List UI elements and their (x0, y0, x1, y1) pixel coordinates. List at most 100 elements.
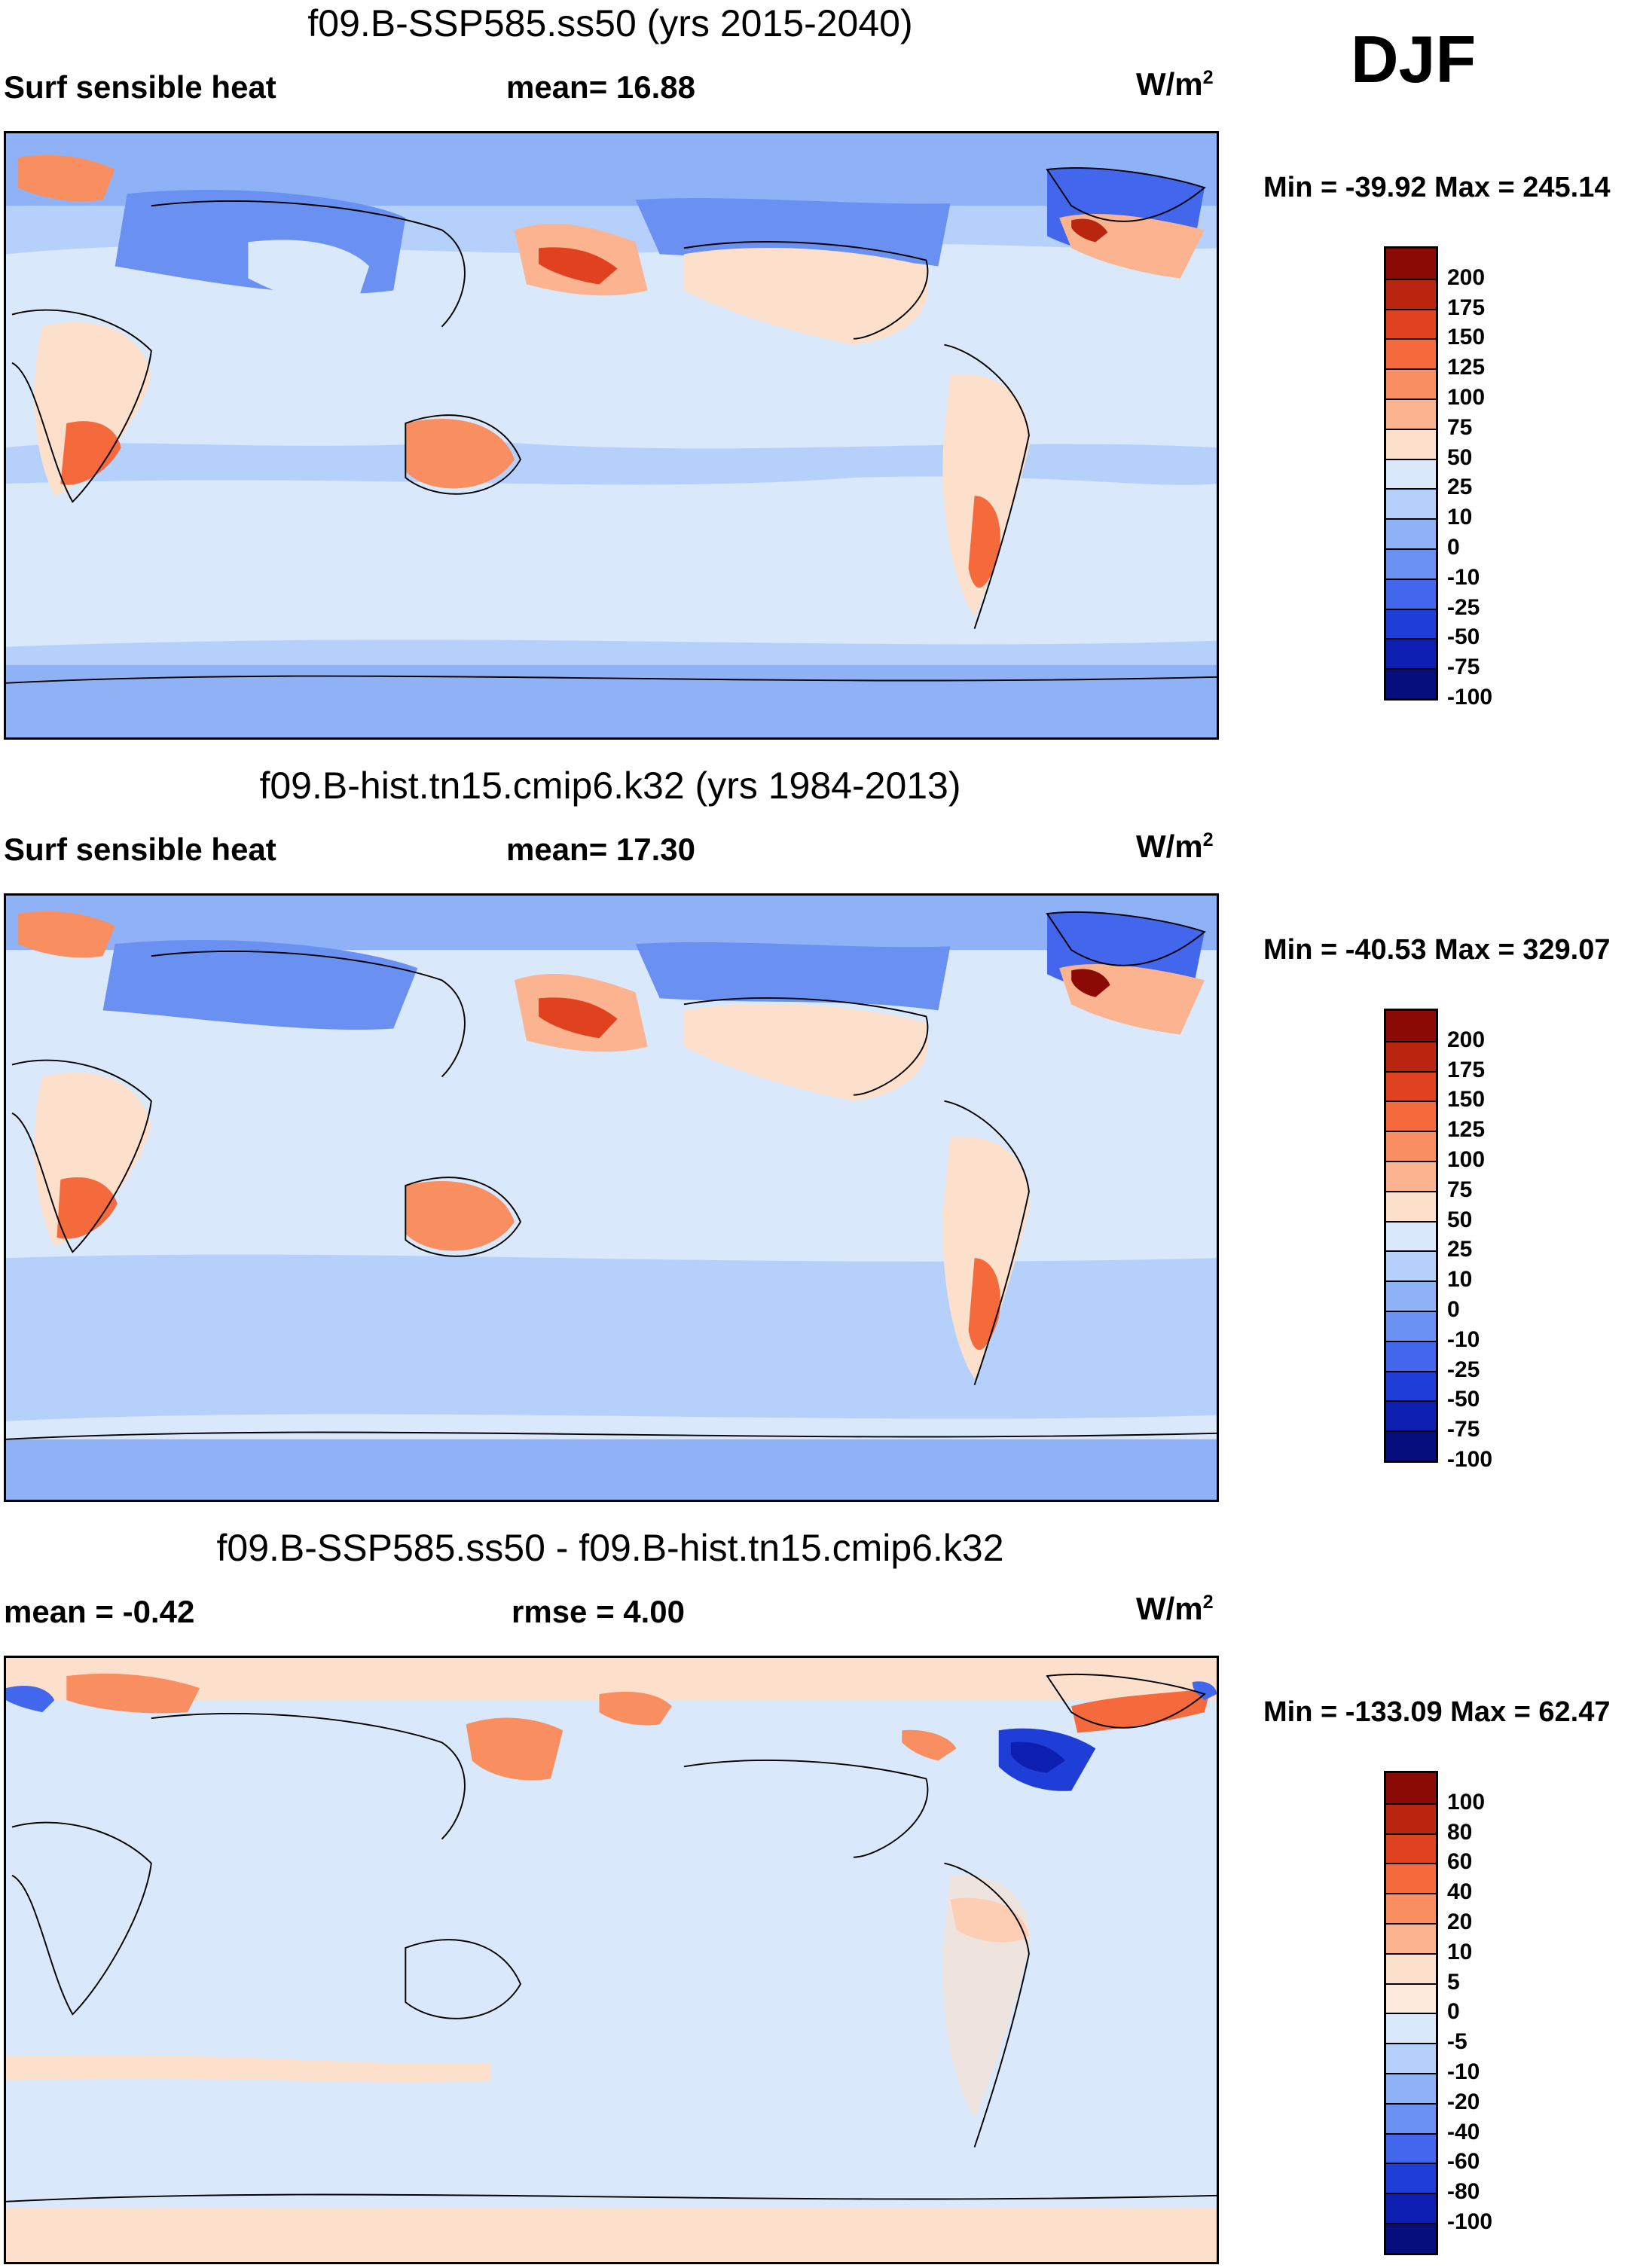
colorbar-box (1386, 1952, 1436, 1983)
colorbar-box (1386, 2102, 1436, 2133)
colorbar-box (1386, 518, 1436, 548)
panel-3-map (4, 1656, 1219, 2264)
colorbar-tick-label: 200 (1447, 1027, 1486, 1052)
colorbar-tick-label: 10 (1447, 1267, 1473, 1293)
panel-3-rmse-label: rmse = 4.00 (512, 1594, 686, 1629)
colorbar-tick-label: -75 (1447, 655, 1480, 680)
colorbar-tick-label: -60 (1447, 2149, 1480, 2175)
colorbar-box (1386, 1802, 1436, 1833)
panel-1-units: W/m2 (1136, 66, 1214, 102)
colorbar-tick-label: 100 (1447, 1789, 1486, 1815)
colorbar-box (1386, 249, 1436, 279)
colorbar-tick-label: 10 (1447, 505, 1473, 530)
panel-3-min-max: Min = -133.09 Max = 62.47 (1263, 1696, 1611, 1728)
colorbar-box (1386, 668, 1436, 698)
colorbar-tick-label: 175 (1447, 1057, 1486, 1082)
colorbar-box (1386, 1340, 1436, 1371)
panel-2-title: f09.B-hist.tn15.cmip6.k32 (yrs 1984-2013… (259, 765, 961, 807)
colorbar-box (1386, 608, 1436, 639)
colorbar-box (1386, 1370, 1436, 1401)
colorbar-box (1386, 308, 1436, 339)
colorbar-box (1386, 2132, 1436, 2163)
colorbar-tick-label: -40 (1447, 2119, 1480, 2144)
colorbar-box (1386, 2193, 1436, 2223)
colorbar-tick-label: 25 (1447, 1237, 1473, 1262)
colorbar-box (1386, 2013, 1436, 2044)
colorbar-tick-label: 50 (1447, 444, 1473, 470)
colorbar-box (1386, 2072, 1436, 2103)
colorbar-tick-label: 175 (1447, 295, 1486, 320)
colorbar-tick-label: 0 (1447, 535, 1460, 560)
colorbar-box (1386, 1893, 1436, 1923)
colorbar-box (1386, 2163, 1436, 2193)
panel-3-mean-label: mean = -0.42 (4, 1594, 195, 1629)
colorbar-box (1386, 1040, 1436, 1071)
colorbar-tick-label: 75 (1447, 414, 1473, 440)
colorbar-box (1386, 1100, 1436, 1131)
colorbar-box (1386, 1190, 1436, 1221)
colorbar-tick-label: 125 (1447, 1117, 1486, 1143)
panel-1-map (4, 131, 1219, 740)
colorbar-box (1386, 1011, 1436, 1041)
panel-2-min-max: Min = -40.53 Max = 329.07 (1263, 934, 1611, 966)
colorbar-tick-label: 0 (1447, 1297, 1460, 1322)
colorbar-tick-label: -10 (1447, 1326, 1480, 1352)
season-label: DJF (1351, 22, 1477, 96)
colorbar-box (1386, 1773, 1436, 1803)
colorbar-tick-label: 150 (1447, 1087, 1486, 1113)
colorbar-tick-label: -100 (1447, 685, 1493, 710)
colorbar-tick-label: -10 (1447, 2059, 1480, 2084)
colorbar-tick-label: 25 (1447, 475, 1473, 500)
colorbar-tick-label: 200 (1447, 264, 1486, 290)
colorbar-tick-label: 100 (1447, 1147, 1486, 1172)
colorbar-tick-label: 100 (1447, 385, 1486, 410)
colorbar-box (1386, 1160, 1436, 1191)
panel-3-title: f09.B-SSP585.ss50 - f09.B-hist.tn15.cmip… (216, 1527, 1004, 1569)
colorbar-box (1386, 1430, 1436, 1461)
colorbar-box (1386, 1070, 1436, 1101)
colorbar-tick-label: 5 (1447, 1969, 1460, 1995)
colorbar-box (1386, 1400, 1436, 1431)
colorbar-tick-label: -100 (1447, 2209, 1493, 2234)
colorbar-box (1386, 1281, 1436, 1311)
colorbar-box (1386, 2043, 1436, 2073)
colorbar-box (1386, 338, 1436, 369)
colorbar-box (1386, 488, 1436, 519)
colorbar-tick-label: 50 (1447, 1207, 1473, 1232)
colorbar-box (1386, 1131, 1436, 1161)
colorbar-box (1386, 278, 1436, 309)
colorbar-tick-label: 10 (1447, 1939, 1473, 1964)
colorbar-box (1386, 548, 1436, 578)
panel-1-title: f09.B-SSP585.ss50 (yrs 2015-2040) (307, 2, 913, 44)
colorbar-box (1386, 1863, 1436, 1894)
panel-2-mean-label: mean= 17.30 (506, 832, 696, 867)
panel-3-units: W/m2 (1136, 1591, 1214, 1626)
colorbar-box (1386, 368, 1436, 398)
colorbar-tick-label: -10 (1447, 564, 1480, 590)
colorbar-tick-label: 150 (1447, 325, 1486, 350)
panel-3-colorbar (1384, 1771, 1438, 2255)
colorbar-tick-label: -100 (1447, 1447, 1493, 1472)
colorbar-tick-label: 20 (1447, 1909, 1473, 1934)
colorbar-box (1386, 638, 1436, 669)
colorbar-box (1386, 398, 1436, 429)
colorbar-box (1386, 428, 1436, 459)
colorbar-box (1386, 1983, 1436, 2013)
colorbar-tick-label: -25 (1447, 1357, 1480, 1382)
colorbar-tick-label: -50 (1447, 624, 1480, 650)
colorbar-tick-label: -50 (1447, 1387, 1480, 1412)
panel-1-colorbar (1384, 246, 1438, 701)
colorbar-tick-label: -75 (1447, 1417, 1480, 1442)
colorbar-tick-label: 125 (1447, 355, 1486, 380)
colorbar-box (1386, 458, 1436, 489)
colorbar-box (1386, 578, 1436, 609)
colorbar-tick-label: -5 (1447, 2029, 1467, 2055)
colorbar-box (1386, 1220, 1436, 1251)
colorbar-tick-label: 75 (1447, 1177, 1473, 1202)
colorbar-box (1386, 2222, 1436, 2253)
colorbar-box (1386, 1833, 1436, 1864)
colorbar-box (1386, 1250, 1436, 1281)
panel-2-map (4, 893, 1219, 1502)
colorbar-tick-label: -80 (1447, 2179, 1480, 2205)
panel-2-variable-label: Surf sensible heat (4, 832, 276, 867)
